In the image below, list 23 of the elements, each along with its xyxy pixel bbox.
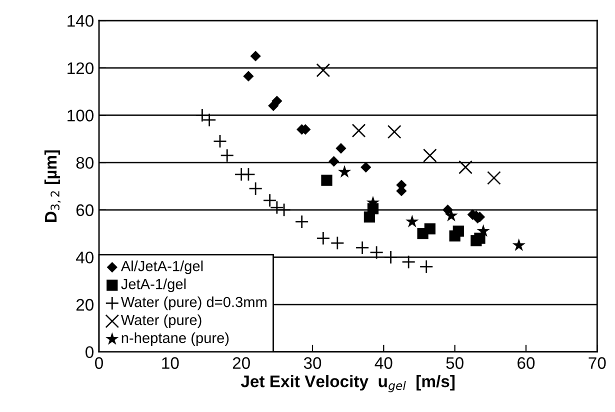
y-tick-label: 80 bbox=[76, 156, 94, 169]
x-tick-label: 20 bbox=[232, 357, 250, 369]
y-tick-label: 60 bbox=[76, 204, 94, 216]
legend-label: n-heptane (pure) bbox=[122, 332, 229, 346]
y-tick-label: 0 bbox=[86, 346, 94, 358]
legend-label: Water (pure) bbox=[120, 314, 202, 328]
legend-label: JetA-1/gel bbox=[121, 278, 186, 292]
y-tick-label: 100 bbox=[68, 110, 94, 122]
x-axis-title: Jet Exit Velocity u$_{gel}$ [m/s] bbox=[240, 375, 455, 392]
x-tick-label: 10 bbox=[162, 357, 179, 369]
y-tick-label: 20 bbox=[76, 298, 94, 311]
x-tick-label: 60 bbox=[518, 357, 535, 369]
legend-label: Water (pure) d=0.3mm bbox=[120, 296, 266, 310]
y-tick-label: 140 bbox=[68, 15, 94, 27]
y-tick-label: 120 bbox=[68, 62, 94, 74]
x-tick-label: 40 bbox=[374, 357, 392, 369]
x-tick-label: 70 bbox=[588, 357, 606, 369]
x-tick-label: 30 bbox=[304, 357, 322, 369]
legend-label: Al/JetA-1/gel bbox=[120, 260, 203, 274]
x-tick-label: 0 bbox=[95, 357, 103, 369]
y-tick-label: 40 bbox=[76, 252, 94, 264]
y-axis-title: D$_{3,2}$ [µm] bbox=[44, 150, 61, 222]
x-tick-label: 50 bbox=[446, 357, 464, 369]
